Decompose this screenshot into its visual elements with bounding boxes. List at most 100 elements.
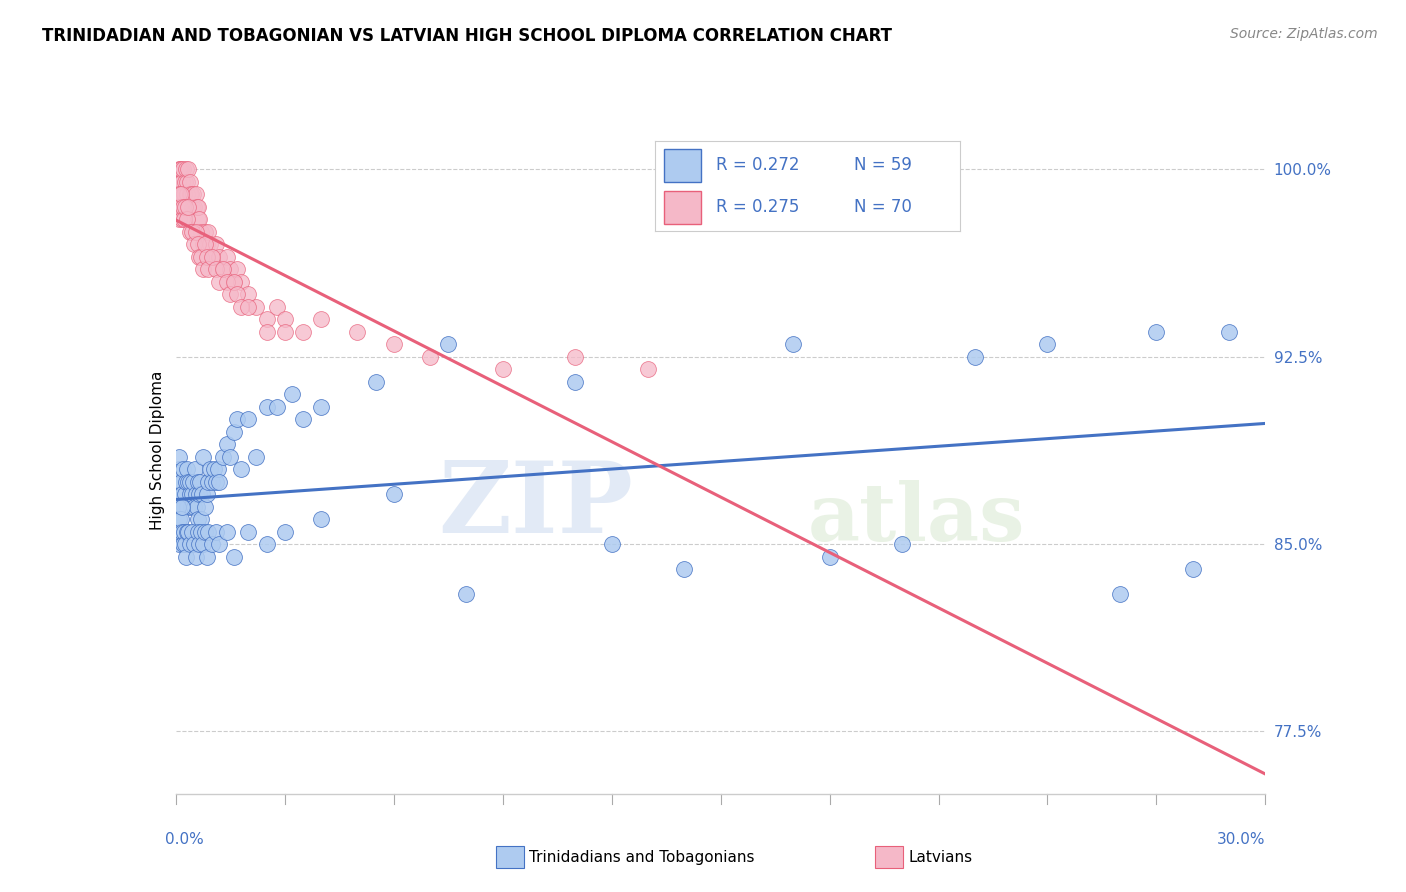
Point: [191, 262, 214, 277]
Point: [190, 225, 212, 239]
Point: [176, 175, 198, 189]
Point: [195, 250, 218, 264]
Text: atlas: atlas: [807, 480, 1025, 558]
Point: [194, 524, 217, 539]
Point: [238, 412, 260, 426]
FancyBboxPatch shape: [665, 150, 702, 182]
Text: N = 70: N = 70: [853, 198, 911, 217]
Point: [176, 500, 198, 514]
Point: [215, 250, 238, 264]
Point: [181, 524, 204, 539]
Point: [194, 225, 217, 239]
Point: [183, 462, 205, 476]
Point: [173, 500, 195, 514]
Point: [245, 450, 267, 464]
Point: [963, 350, 986, 364]
Point: [186, 200, 208, 214]
Point: [226, 412, 249, 426]
FancyBboxPatch shape: [665, 192, 702, 224]
Point: [219, 262, 242, 277]
Point: [172, 500, 194, 514]
Point: [346, 325, 368, 339]
Point: [364, 375, 387, 389]
Point: [183, 200, 205, 214]
Point: [179, 475, 201, 489]
Point: [190, 475, 212, 489]
Point: [188, 250, 211, 264]
Point: [191, 237, 214, 252]
Point: [309, 400, 332, 414]
Point: [169, 187, 191, 202]
Point: [169, 524, 191, 539]
Point: [172, 162, 194, 177]
Point: [188, 212, 211, 227]
Point: [172, 487, 194, 501]
Point: [266, 400, 288, 414]
Point: [818, 549, 841, 564]
Point: [266, 300, 288, 314]
Point: [197, 475, 219, 489]
Point: [173, 524, 195, 539]
Point: [186, 524, 209, 539]
Point: [173, 487, 195, 501]
Point: [191, 487, 214, 501]
Point: [226, 287, 249, 301]
Text: R = 0.275: R = 0.275: [716, 198, 800, 217]
Point: [190, 524, 212, 539]
Point: [194, 237, 217, 252]
Point: [197, 225, 219, 239]
Point: [1181, 562, 1204, 576]
Point: [190, 512, 212, 526]
Point: [202, 462, 225, 476]
Text: N = 59: N = 59: [853, 156, 911, 175]
Point: [187, 512, 209, 526]
Point: [181, 225, 204, 239]
Point: [195, 487, 218, 501]
Point: [190, 250, 212, 264]
Point: [197, 524, 219, 539]
Point: [174, 549, 197, 564]
Point: [226, 262, 249, 277]
Point: [169, 512, 191, 526]
Text: TRINIDADIAN AND TOBAGONIAN VS LATVIAN HIGH SCHOOL DIPLOMA CORRELATION CHART: TRINIDADIAN AND TOBAGONIAN VS LATVIAN HI…: [42, 27, 893, 45]
Point: [183, 537, 205, 551]
Y-axis label: High School Diploma: High School Diploma: [149, 371, 165, 530]
Point: [1146, 325, 1168, 339]
Point: [170, 162, 193, 177]
Point: [177, 475, 200, 489]
Point: [169, 450, 191, 464]
Point: [188, 487, 211, 501]
Point: [291, 412, 314, 426]
Point: [219, 287, 242, 301]
Point: [891, 537, 914, 551]
Point: [194, 500, 217, 514]
Point: [212, 450, 235, 464]
Point: [184, 487, 207, 501]
Point: [186, 475, 209, 489]
Point: [200, 462, 222, 476]
Point: [208, 537, 231, 551]
Point: [238, 524, 260, 539]
Point: [564, 350, 586, 364]
Point: [782, 337, 804, 351]
Point: [492, 362, 515, 376]
Point: [256, 312, 278, 326]
Point: [204, 237, 226, 252]
Point: [1218, 325, 1240, 339]
Point: [173, 200, 195, 214]
Point: [180, 500, 202, 514]
Point: [172, 175, 194, 189]
Point: [673, 562, 696, 576]
Point: [256, 325, 278, 339]
Point: [195, 237, 218, 252]
Point: [274, 312, 297, 326]
Point: [231, 300, 253, 314]
Point: [291, 325, 314, 339]
Point: [166, 500, 188, 514]
Point: [166, 200, 188, 214]
Point: [219, 450, 242, 464]
Point: [184, 225, 207, 239]
Point: [212, 262, 235, 277]
Point: [1036, 337, 1059, 351]
Point: [204, 262, 226, 277]
